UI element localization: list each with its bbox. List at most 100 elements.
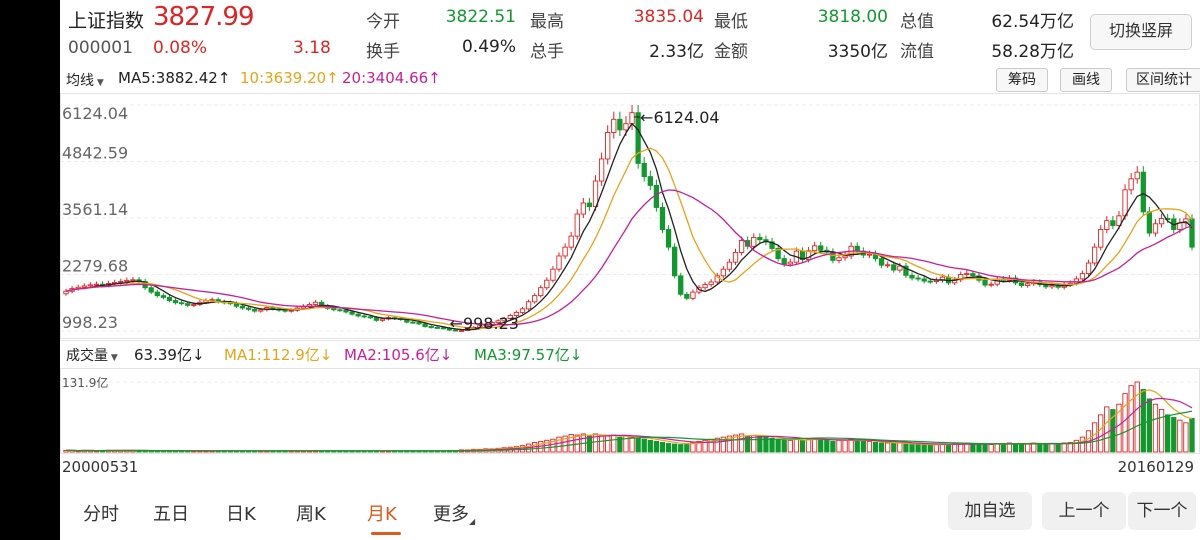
tab-more[interactable]: 更多◢	[433, 500, 475, 526]
volume-bar	[1073, 439, 1079, 453]
volume-bar	[793, 438, 800, 453]
chip-button[interactable]: 筹码	[996, 68, 1048, 92]
candle-body	[775, 248, 781, 260]
candle	[732, 248, 739, 265]
candle-body	[538, 287, 544, 297]
candle	[921, 276, 927, 284]
candle	[958, 271, 964, 283]
candle-body	[586, 202, 593, 208]
candle-body	[233, 303, 240, 307]
candle-body	[891, 264, 897, 271]
candle-body	[1025, 283, 1031, 286]
volume-bar	[1146, 398, 1153, 453]
y-axis-labels: 6124.04 4842.59 3561.14 2279.68 998.23	[62, 104, 128, 332]
next-stock-button[interactable]: 下一个	[1128, 492, 1196, 530]
volume-bar	[878, 442, 885, 453]
candle-body	[641, 162, 647, 178]
volume-chart[interactable]	[60, 368, 1200, 454]
add-watchlist-button[interactable]: 加自选	[948, 492, 1032, 530]
volume-bar	[1025, 443, 1031, 453]
candle	[690, 289, 696, 301]
low-marker-label: ←998.23	[450, 314, 519, 333]
indicator-type-select[interactable]: 均线 ▼	[66, 70, 104, 90]
candle	[1158, 213, 1165, 228]
candle	[525, 299, 532, 311]
switch-portrait-button[interactable]: 切换竖屏	[1090, 14, 1192, 50]
volume-bar	[629, 436, 635, 453]
volume-bar	[1128, 385, 1134, 453]
volume-bar	[897, 442, 903, 453]
tab-five-day[interactable]: 五日	[153, 504, 189, 525]
candle-body	[574, 213, 580, 237]
tab-daily-k[interactable]: 日K	[226, 504, 256, 525]
draw-line-button[interactable]: 画线	[1060, 68, 1112, 92]
volume-bar	[994, 443, 1000, 453]
tab-weekly-k[interactable]: 周K	[296, 504, 326, 525]
volume-bar	[951, 443, 958, 453]
mcap-label: 总值	[900, 12, 934, 32]
tab-monthly-k[interactable]: 月K	[367, 504, 397, 525]
ma20-text: 20:3404.66↑	[342, 69, 441, 87]
candle-body	[525, 301, 532, 310]
candle	[702, 281, 708, 290]
candle	[799, 247, 806, 263]
candle-body	[337, 309, 343, 312]
candle	[842, 252, 848, 261]
candle-body	[988, 283, 994, 286]
candle-body	[635, 112, 641, 164]
candle-body	[191, 304, 197, 306]
candle	[586, 197, 593, 211]
candle-body	[87, 284, 93, 287]
candle-body	[647, 176, 653, 186]
candle	[112, 279, 118, 286]
candle	[550, 266, 556, 283]
vol-ma1-text: MA1:112.9亿↓	[224, 346, 333, 364]
ma-lines-group	[65, 122, 1193, 331]
tab-intraday[interactable]: 分时	[83, 504, 119, 525]
vol-ma3-text: MA3:97.57亿↓	[474, 346, 583, 364]
volume-type-select[interactable]: 成交量 ▼	[66, 345, 118, 365]
candle	[568, 231, 574, 251]
candle-body	[617, 118, 623, 131]
candle-body	[970, 273, 976, 277]
candle-body	[501, 318, 507, 322]
volume-bar	[1006, 442, 1013, 453]
candle-body	[866, 253, 873, 256]
vol-ma1-line	[66, 389, 1193, 452]
volume-bar	[1037, 443, 1043, 453]
candle	[355, 312, 361, 318]
volume-bar	[696, 440, 702, 453]
volume-bar	[1104, 406, 1110, 453]
volume-bar	[702, 439, 708, 453]
volume-bar	[775, 438, 781, 453]
volume-bar	[781, 439, 787, 453]
prev-stock-button[interactable]: 上一个	[1042, 492, 1126, 530]
candle-body	[422, 323, 428, 327]
candle-body	[367, 316, 373, 319]
interval-stats-button[interactable]: 区间统计	[1126, 68, 1200, 92]
candle-body	[982, 279, 988, 286]
candle-body	[349, 311, 355, 315]
candlestick-chart[interactable]: 6124.04 4842.59 3561.14 2279.68 998.23 ←6124…	[60, 93, 1200, 339]
turnover-label: 换手	[366, 42, 400, 62]
down-arrow-icon: ↓	[319, 346, 333, 364]
volume-bar	[939, 443, 946, 453]
volume-bar	[818, 438, 824, 453]
volume-bar	[933, 444, 940, 453]
candle-body	[690, 291, 696, 299]
candle-body	[818, 245, 824, 251]
marker-group: ←6124.04 ←998.23	[450, 108, 720, 333]
candle-body	[836, 257, 842, 261]
candle-body	[118, 281, 124, 283]
candle-body	[1189, 218, 1195, 248]
candle-body	[751, 236, 757, 247]
current-price: 3827.99	[153, 2, 255, 32]
candle	[215, 297, 221, 304]
up-arrow-icon: ↑	[428, 69, 441, 87]
candle	[720, 266, 726, 279]
volume-max-label: 131.9亿	[62, 376, 109, 390]
candle	[538, 285, 544, 298]
candle-body	[513, 311, 520, 316]
chevron-down-icon: ▼	[108, 353, 118, 363]
candle-body	[93, 283, 100, 286]
